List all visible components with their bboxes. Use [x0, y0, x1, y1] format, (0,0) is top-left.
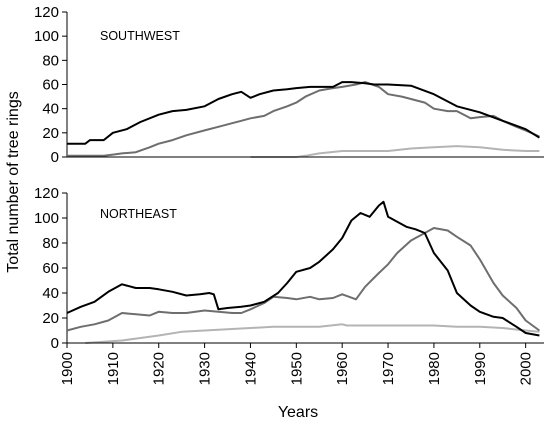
- x-tick-label: 1940: [243, 352, 260, 385]
- panel-title-southwest: SOUTHWEST: [100, 29, 180, 43]
- panel-southwest: 0 20 40 60 80 100 120 SOUTHWEST: [34, 4, 540, 166]
- x-tick-label: 1970: [380, 352, 397, 385]
- y-tick-label-southwest: 60: [42, 77, 59, 94]
- y-tick-label-southwest: 20: [42, 125, 59, 142]
- x-axis: 1900 1910 1920 1930 1940 1950 1960 1970 1980 1990…: [59, 156, 544, 385]
- y-tick-label-southwest: 120: [34, 4, 59, 21]
- x-tick-label: 1980: [426, 352, 443, 385]
- y-tick-label-northeast: 80: [42, 235, 59, 252]
- series-2-line-northeast: [66, 227, 540, 332]
- y-axis-title: Total number of tree rings: [5, 91, 22, 272]
- series-2-line-southwest: [67, 81, 540, 157]
- y-tick-label-northeast: 100: [34, 210, 59, 227]
- y-tick-label-southwest: 100: [34, 28, 59, 45]
- y-tick-label-northeast: 20: [42, 310, 59, 327]
- y-tick-label-northeast: 40: [42, 285, 59, 302]
- x-tick-label: 1990: [472, 352, 489, 385]
- y-tick-label-northeast: 0: [51, 335, 59, 352]
- series-3-line-southwest: [250, 145, 540, 158]
- x-tick-label: 2000: [518, 352, 535, 385]
- y-tick-label-northeast: 60: [42, 260, 59, 277]
- x-tick-label: 1960: [334, 352, 351, 385]
- x-tick-label: 1910: [105, 352, 122, 385]
- panel-title-northeast: NORTHEAST: [100, 207, 177, 221]
- series-1-line-southwest: [67, 81, 540, 145]
- x-tick-label: 1930: [197, 352, 214, 385]
- y-tick-label-southwest: 80: [42, 52, 59, 69]
- x-tick-label: 1920: [151, 352, 168, 385]
- x-tick-label: 1900: [59, 352, 76, 385]
- series-1-line-northeast: [66, 200, 540, 337]
- x-axis-title: Years: [278, 404, 318, 421]
- y-tick-label-northeast: 120: [34, 185, 59, 202]
- series-3-line-northeast: [85, 323, 540, 344]
- x-tick-label: 1950: [288, 352, 305, 385]
- y-tick-label-southwest: 40: [42, 101, 59, 118]
- y-tick-label-southwest: 0: [51, 149, 59, 166]
- panel-northeast: 0 20 40 60 80 100 120 NORTHEAST: [34, 185, 540, 352]
